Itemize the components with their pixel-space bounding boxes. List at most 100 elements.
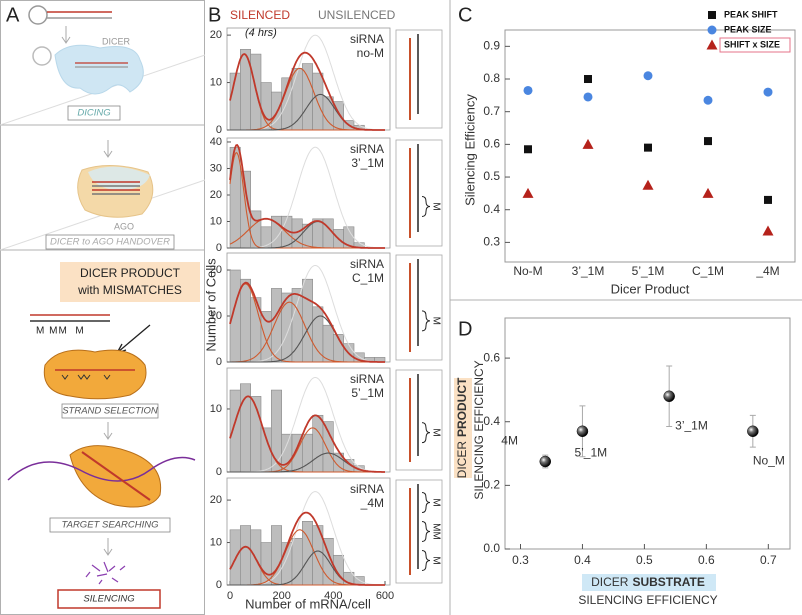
point xyxy=(747,425,759,438)
marker xyxy=(644,143,652,152)
y-axis-title: SILENCING EFFICIENCY xyxy=(472,360,486,499)
point-label: 5’_1M xyxy=(574,445,607,459)
y-tick-label: 0.2 xyxy=(483,478,500,492)
y-tick-label: 10 xyxy=(210,215,222,227)
total-fit xyxy=(229,511,385,586)
plot-frame xyxy=(504,29,796,263)
component-fit xyxy=(230,301,385,363)
y-tick-label: 30 xyxy=(210,162,222,174)
marker xyxy=(583,92,593,102)
panel-title: siRNA xyxy=(350,142,384,156)
schematic-label: MM xyxy=(430,523,441,540)
schematic-brace xyxy=(421,196,431,217)
step-label: DICING xyxy=(77,108,110,119)
marker xyxy=(764,195,772,204)
panel-title: siRNA xyxy=(350,482,384,496)
marker xyxy=(523,85,533,95)
y-tick-label: 20 xyxy=(210,29,222,41)
bar xyxy=(291,537,303,586)
marker xyxy=(704,137,712,146)
panel-title: siRNA xyxy=(350,32,384,46)
legend-unsilenced: UNSILENCED xyxy=(318,8,396,22)
arrow xyxy=(103,422,113,440)
schematic-frame xyxy=(395,139,443,247)
point-label: 3’_1M xyxy=(675,418,708,432)
y-tick-label: 0 xyxy=(216,356,222,368)
x-tick-label: _4M xyxy=(755,264,779,278)
plot-frame xyxy=(504,317,791,550)
title-highlight xyxy=(454,378,472,478)
schematic-brace xyxy=(421,422,431,444)
marker xyxy=(762,225,774,236)
hairpin-loop xyxy=(28,5,48,25)
marker xyxy=(763,87,773,97)
panel-subtitle: _4M xyxy=(360,496,384,510)
y-tick-label: 10 xyxy=(210,536,222,548)
bar xyxy=(322,421,334,473)
total-fit xyxy=(229,395,385,473)
schematic-brace xyxy=(421,550,431,571)
y-tick-label: 20 xyxy=(210,494,222,506)
point xyxy=(576,425,589,438)
legend-label: SHIFT x SIZE xyxy=(724,39,780,49)
y-tick-label: 0 xyxy=(216,466,222,478)
x-axis-title: SILENCING EFFICIENCY xyxy=(578,593,717,607)
arrow xyxy=(103,140,113,158)
step-label: STRAND SELECTION xyxy=(62,406,158,417)
y-axis-title: Number of Cells xyxy=(203,258,218,352)
schematic-label: M xyxy=(430,428,441,436)
bar xyxy=(271,288,282,363)
dicer-shape xyxy=(54,44,144,95)
point xyxy=(663,390,675,403)
schematic-label: M xyxy=(430,498,441,506)
schematic-brace xyxy=(421,492,431,513)
panel-subtitle: 5’_1M xyxy=(351,386,384,400)
y-tick-label: 0.8 xyxy=(483,71,500,85)
panel-label: D xyxy=(458,318,472,340)
note: (4 hrs) xyxy=(245,27,277,39)
target-rna xyxy=(7,456,196,482)
bar xyxy=(260,311,272,363)
y-tick-label: 10 xyxy=(210,310,222,322)
y-tick-label: 0.9 xyxy=(483,39,500,53)
x-tick-label: C_1M xyxy=(692,264,724,278)
marker xyxy=(706,39,718,50)
bar xyxy=(312,306,324,363)
total-fit xyxy=(229,51,385,131)
y-tick-label: 0.3 xyxy=(483,235,500,249)
y-tick-label: 0 xyxy=(216,579,222,591)
marker xyxy=(584,75,592,84)
schematic-frame xyxy=(395,29,443,129)
step-box xyxy=(49,517,171,533)
marker xyxy=(642,179,654,190)
schematic-label: M xyxy=(430,556,441,564)
schematic-frame xyxy=(395,369,443,471)
schematic-label: M xyxy=(430,202,441,210)
bar xyxy=(240,278,251,363)
product-title: with MISMATCHES xyxy=(77,283,182,297)
legend-silenced: SILENCED xyxy=(230,8,290,22)
legend-box xyxy=(719,37,791,53)
marker xyxy=(703,95,713,105)
marker xyxy=(643,71,653,81)
x-tick-label: 0.4 xyxy=(574,553,591,567)
x-axis-title-prefix: DICER xyxy=(591,575,629,589)
legend-label: PEAK SHIFT xyxy=(724,9,778,19)
bar xyxy=(302,278,313,363)
y-axis-title: Silencing Efficiency xyxy=(462,94,477,206)
arrow xyxy=(103,538,113,556)
x-tick-label: 0.7 xyxy=(760,553,777,567)
legend-label: PEAK SIZE xyxy=(724,24,772,34)
y-tick-label: 0.7 xyxy=(483,104,500,118)
bar xyxy=(302,63,313,131)
arrow xyxy=(115,324,151,355)
x-tick-label: 3’_1M xyxy=(572,264,605,278)
panel-subtitle: C_1M xyxy=(352,271,384,285)
bar xyxy=(240,525,251,586)
mismatch-label: M MM M xyxy=(36,326,85,337)
marker xyxy=(702,187,714,198)
bar xyxy=(260,226,272,249)
y-tick-label: 0.4 xyxy=(483,414,500,428)
step-box xyxy=(61,403,159,419)
product-title: DICER PRODUCT xyxy=(80,266,181,280)
